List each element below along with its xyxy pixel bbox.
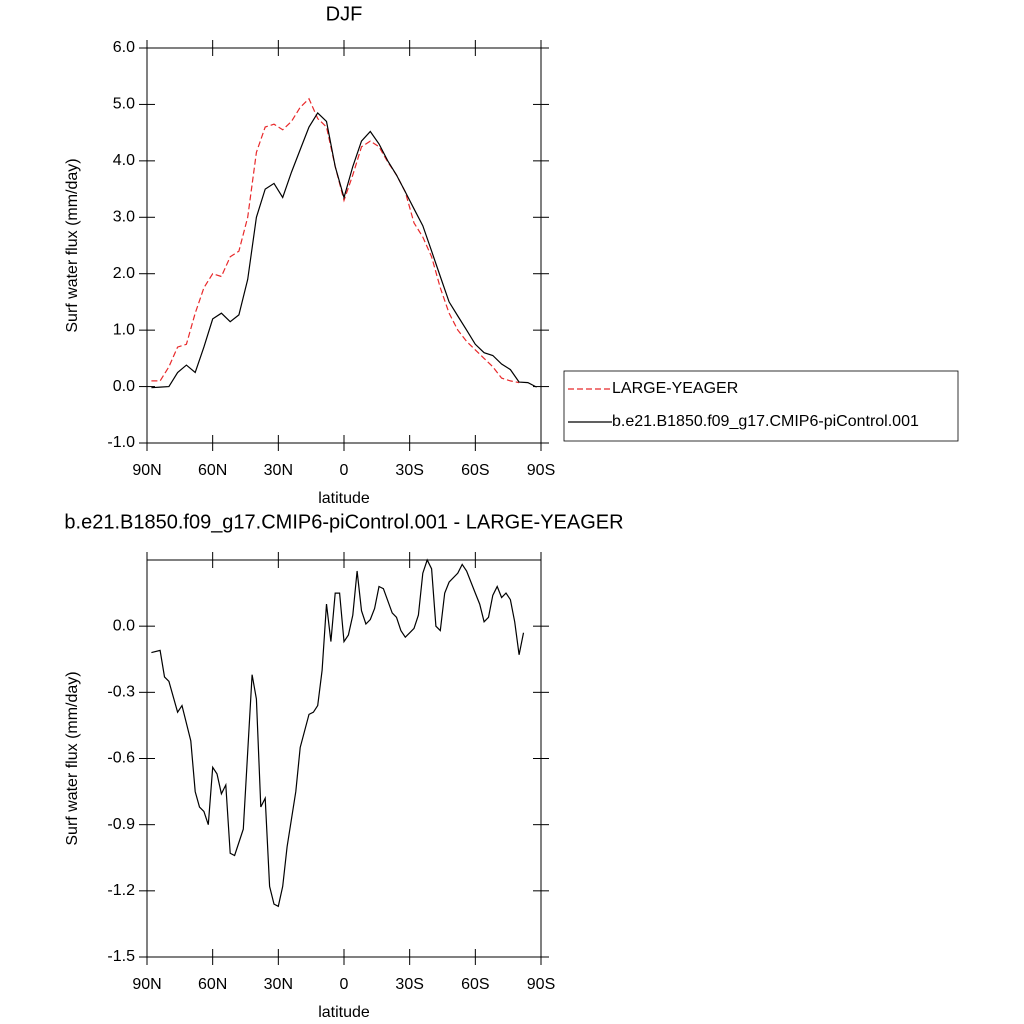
y-tick-label: 2.0 — [113, 265, 135, 282]
y-tick-label: -0.6 — [107, 750, 135, 767]
x-tick-label: 90S — [527, 462, 555, 479]
y-tick-label: 5.0 — [113, 96, 135, 113]
x-tick-label: 60N — [198, 976, 227, 993]
chart-title: b.e21.B1850.f09_g17.CMIP6-piControl.001 … — [64, 511, 623, 533]
legend-label: b.e21.B1850.f09_g17.CMIP6-piControl.001 — [612, 413, 919, 430]
x-tick-label: 60N — [198, 462, 227, 479]
y-tick-label: 6.0 — [113, 39, 135, 56]
x-axis-label: latitude — [318, 1004, 370, 1021]
legend-box — [563, 370, 959, 442]
x-tick-label: 30N — [264, 976, 293, 993]
data-line — [151, 558, 525, 908]
y-tick-label: 0.0 — [113, 617, 135, 634]
y-tick-label: 3.0 — [113, 209, 135, 226]
y-tick-label: -1.0 — [107, 434, 135, 451]
x-tick-label: 0 — [340, 976, 349, 993]
x-tick-label: 30N — [264, 462, 293, 479]
y-tick-label: -1.2 — [107, 882, 135, 899]
x-tick-label: 90N — [132, 462, 161, 479]
x-tick-label: 90N — [132, 976, 161, 993]
x-tick-label: 90S — [527, 976, 555, 993]
data-line — [151, 111, 537, 389]
y-tick-label: -0.9 — [107, 816, 135, 833]
y-tick-label: -1.5 — [107, 948, 135, 965]
plot-frame — [146, 559, 542, 958]
x-tick-label: 60S — [461, 976, 489, 993]
plot-frame — [146, 47, 542, 444]
x-tick-label: 0 — [340, 462, 349, 479]
y-tick-label: 4.0 — [113, 152, 135, 169]
y-tick-label: -0.3 — [107, 684, 135, 701]
x-tick-label: 30S — [395, 976, 423, 993]
x-tick-label: 60S — [461, 462, 489, 479]
legend: LARGE-YEAGER b.e21.B1850.f09_g17.CMIP6-pi… — [563, 370, 959, 442]
y-tick-label: 1.0 — [113, 321, 135, 338]
y-tick-label: 0.0 — [113, 378, 135, 395]
y-axis-label: Surf water flux (mm/day) — [64, 158, 81, 332]
x-axis-label: latitude — [318, 490, 370, 507]
legend-label: LARGE-YEAGER — [612, 380, 738, 397]
x-tick-label: 30S — [395, 462, 423, 479]
y-axis-label: Surf water flux (mm/day) — [64, 671, 81, 845]
chart-title: DJF — [326, 3, 363, 25]
